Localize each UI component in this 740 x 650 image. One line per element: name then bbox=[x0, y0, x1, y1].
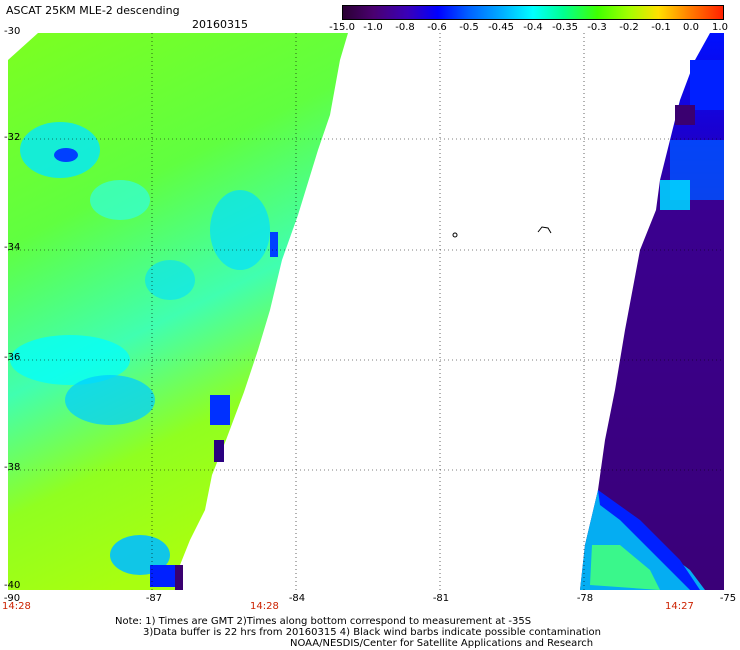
left-swath bbox=[8, 33, 348, 590]
lat-label: -40 bbox=[4, 580, 21, 591]
lon-label: -81 bbox=[432, 593, 450, 604]
colorbar-tick: -1.0 bbox=[363, 22, 383, 33]
lon-label: -87 bbox=[145, 593, 163, 604]
footnote-line: 3)Data buffer is 22 hrs from 20160315 4)… bbox=[143, 627, 601, 638]
colorbar-tick: -0.8 bbox=[395, 22, 415, 33]
lat-label: -30 bbox=[4, 26, 21, 37]
colorbar-tick: 1.0 bbox=[712, 22, 728, 33]
graticule bbox=[8, 33, 724, 590]
time-label: 14:27 bbox=[665, 601, 694, 612]
lat-label: -38 bbox=[4, 462, 21, 473]
colorbar-tick: -0.5 bbox=[459, 22, 479, 33]
time-label: 14:28 bbox=[250, 601, 279, 612]
colorbar bbox=[342, 5, 724, 20]
colorbar-tick: -0.2 bbox=[619, 22, 639, 33]
time-label: 14:28 bbox=[2, 601, 31, 612]
lon-label: -78 bbox=[576, 593, 594, 604]
footnote-line: Note: 1) Times are GMT 2)Times along bot… bbox=[115, 616, 532, 627]
coastline-marks bbox=[452, 226, 552, 238]
colorbar-tick: 0.0 bbox=[683, 22, 699, 33]
lon-label: -75 bbox=[719, 593, 737, 604]
lat-label: -32 bbox=[4, 132, 21, 143]
map-title: ASCAT 25KM MLE-2 descending bbox=[6, 4, 180, 17]
right-swath-features bbox=[580, 60, 724, 590]
colorbar-tick: -0.1 bbox=[651, 22, 671, 33]
lat-label: -36 bbox=[4, 352, 21, 363]
colorbar-tick: -0.3 bbox=[587, 22, 607, 33]
colorbar-tick: -0.6 bbox=[427, 22, 447, 33]
colorbar-tick: -0.45 bbox=[488, 22, 514, 33]
colorbar-tick: -15.0 bbox=[329, 22, 355, 33]
lon-label: -84 bbox=[288, 593, 306, 604]
colorbar-tick: -0.4 bbox=[523, 22, 543, 33]
map-date: 20160315 bbox=[192, 18, 248, 31]
lon-label: -90 bbox=[3, 593, 21, 604]
lat-label: -34 bbox=[4, 242, 21, 253]
colorbar-gradient bbox=[342, 5, 724, 20]
footnote-line: NOAA/NESDIS/Center for Satellite Applica… bbox=[290, 638, 594, 649]
left-swath-features bbox=[10, 122, 278, 590]
colorbar-tick: -0.35 bbox=[552, 22, 578, 33]
